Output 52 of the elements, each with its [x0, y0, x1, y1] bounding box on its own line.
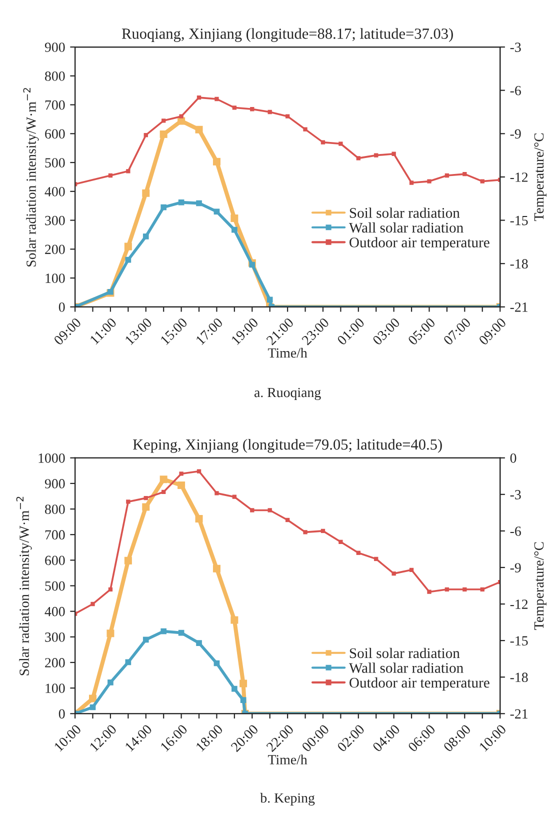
y2-tick-label: -12 [510, 600, 528, 609]
y2-tick-label: -21 [510, 302, 528, 312]
y-tick-label: 200 [45, 658, 65, 668]
y-tick-label: 400 [44, 186, 65, 196]
y2-tick-label: 0 [510, 453, 516, 463]
y-tick-label: 100 [46, 274, 65, 283]
y2-tick-label: -21 [510, 709, 528, 718]
y-tick-label: 600 [45, 129, 65, 139]
y2-tick-label: -18 [510, 259, 528, 269]
y-axis-title: Solar radiation intensity/W·m$^{−2}$ [23, 88, 39, 266]
y2-tick-label: -15 [510, 636, 528, 646]
y-tick-label: 0 [58, 302, 65, 312]
text: b. Keping [260, 792, 315, 806]
y-tick-label: 0 [58, 709, 65, 719]
x-axis-title: Time/h [268, 348, 308, 358]
legend-label: Soil solar radiation [350, 648, 460, 658]
legend-label: Soil solar radiation [350, 208, 460, 218]
y2-tick-label: -9 [510, 129, 521, 139]
x-axis-title: Time/h [268, 754, 308, 764]
y-tick-label: 700 [45, 530, 65, 540]
y-tick-label: 300 [45, 632, 65, 642]
y-tick-label: 400 [44, 606, 65, 616]
text: a. Ruoqiang [254, 388, 321, 400]
y-tick-label: 900 [44, 479, 65, 488]
y2-tick-label: -12 [510, 172, 528, 182]
y-tick-label: 500 [45, 581, 65, 591]
legend-label: Outdoor air temperature [350, 237, 490, 250]
y2-tick-label: -3 [510, 490, 521, 500]
y-tick-label: 300 [45, 216, 65, 226]
y2-tick-label: -18 [510, 672, 528, 682]
y2-tick-label: -9 [510, 563, 521, 572]
y-tick-label: 500 [45, 158, 65, 168]
y-tick-label: 800 [45, 504, 65, 514]
chart-title: Ruoqiang, Xinjiang (longitude=88.17; latitude=37.03) [122, 28, 453, 42]
y-tick-label: 800 [45, 71, 65, 81]
y-tick-label: 700 [45, 100, 65, 110]
legend-label: Wall solar radiation [348, 662, 464, 673]
y2-axis-title: Temperature/°C [534, 542, 546, 630]
chart-title: Keping, Xinjiang (longitude=79.05; latitude=40.5) [132, 438, 442, 453]
y-tick-label: 600 [45, 556, 65, 566]
y-axis-title: Solar radiation intensity/W·m$^{−2}$ [16, 496, 32, 676]
y-tick-label: 1000 [38, 453, 65, 463]
legend-label: Outdoor air temperature [350, 677, 490, 691]
y2-tick-label: -15 [510, 216, 528, 226]
y2-tick-label: -3 [510, 42, 521, 52]
legend-label: Wall solar radiation [348, 222, 464, 233]
y-tick-label: 100 [46, 684, 65, 694]
y-tick-label: 200 [45, 244, 65, 254]
y-tick-label: 900 [44, 42, 65, 52]
y2-axis-title: Temperature/°C [534, 133, 546, 222]
y2-tick-label: -6 [510, 526, 521, 536]
y2-tick-label: -6 [510, 86, 521, 96]
